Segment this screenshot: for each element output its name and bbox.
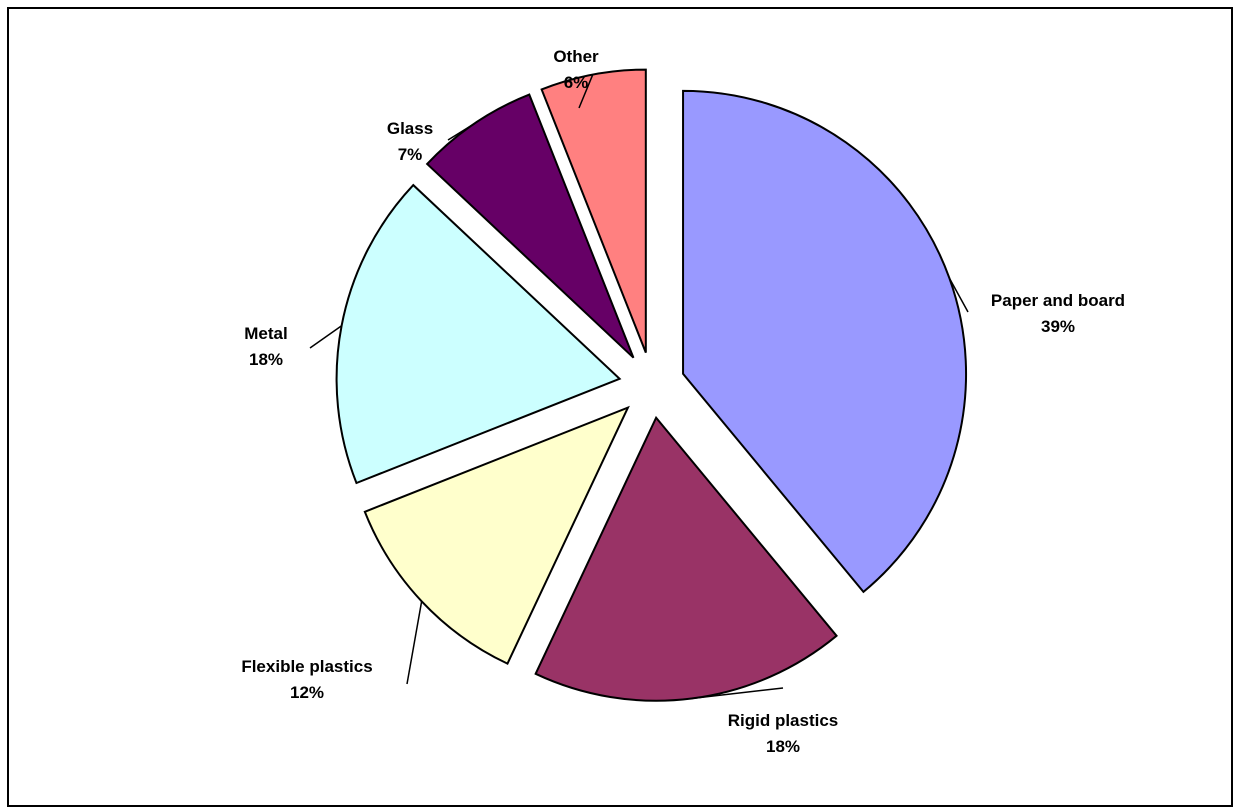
slice-label-name: Other [553,47,599,66]
leader-line [406,601,423,685]
slice-label: Rigid plastics 18% [728,711,839,756]
slice-label-value: 18% [249,350,283,369]
slice-label-value: 12% [290,683,324,702]
leader-line [578,74,594,109]
leader-lines [309,74,969,700]
slice-label-value: 18% [766,737,800,756]
slice-label-name: Metal [244,324,287,343]
leader-line [948,277,969,313]
leader-line [447,123,475,141]
pie-slice-glass [425,93,635,359]
slice-labels: Paper and board 39% Rigid plastics 18% Flexi… [241,47,1125,756]
slice-label-value: 39% [1041,317,1075,336]
slice-label-name: Rigid plastics [728,711,839,730]
slice-label: Metal 18% [244,324,287,369]
slice-label: Other 6% [553,47,599,92]
leader-line [309,325,343,349]
slice-label-name: Glass [387,119,433,138]
pie-slice-flexible-plastics [363,405,630,665]
pie-slice-rigid-plastics [534,415,838,702]
slice-label: Paper and board 39% [991,291,1125,336]
slice-label-value: 7% [398,145,423,164]
pie-slices [335,68,968,702]
slice-label-value: 6% [564,73,589,92]
slice-label: Glass 7% [387,119,433,164]
leader-line [691,687,784,700]
slice-label: Flexible plastics 12% [241,657,372,702]
pie-slice-metal [335,183,622,485]
slice-label-name: Paper and board [991,291,1125,310]
slice-label-name: Flexible plastics [241,657,372,676]
